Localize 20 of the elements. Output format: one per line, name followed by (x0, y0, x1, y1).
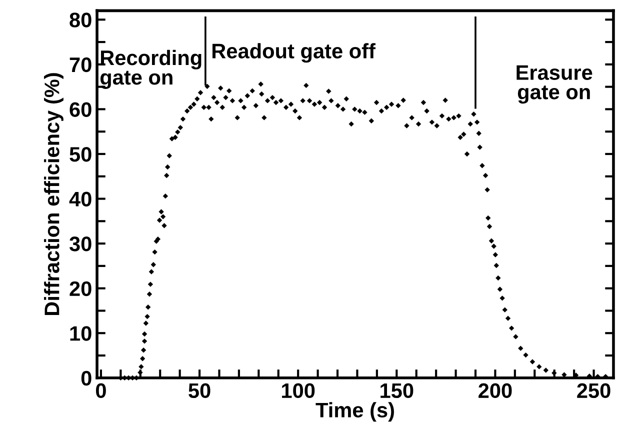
y-tick-label: 50 (70, 146, 92, 162)
annotation: Recording gate on (100, 50, 202, 89)
x-axis-title: Time (s) (316, 402, 394, 422)
y-tick-label: 30 (69, 236, 92, 252)
y-tick-label: 70 (70, 57, 92, 72)
y-axis-title: Diffraction efficiency (%) (44, 73, 64, 316)
y-tick-label: 0 (81, 370, 92, 386)
x-tick-label: 0 (96, 383, 106, 398)
x-tick-label: 200 (478, 383, 512, 398)
y-tick-label: 20 (70, 281, 92, 296)
x-tick-label: 50 (188, 383, 210, 398)
x-tick-label: 250 (577, 383, 610, 398)
annotation: Erasure gate on (516, 65, 592, 104)
annotation: Readout gate off (212, 43, 376, 63)
y-tick-label: 10 (70, 326, 92, 341)
y-tick-label: 80 (70, 12, 92, 28)
x-tick-label: 150 (380, 383, 414, 398)
y-tick-label: 40 (69, 192, 92, 207)
x-tick-label: 100 (282, 383, 315, 398)
y-tick-label: 60 (70, 102, 92, 117)
